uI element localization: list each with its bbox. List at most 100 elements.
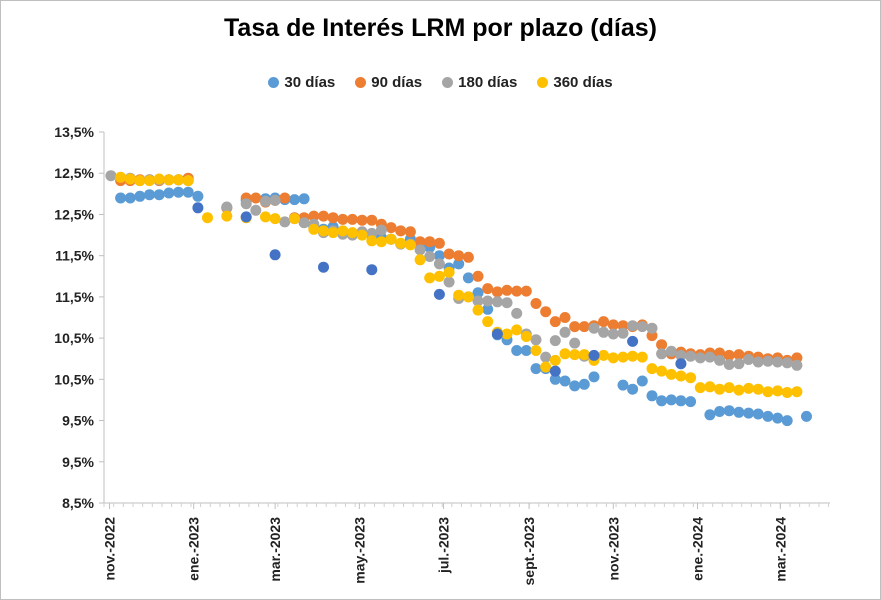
data-point-series-3 (337, 225, 349, 237)
x-tick-label: nov.-2023 (605, 517, 621, 581)
data-point-series-3 (636, 351, 648, 363)
data-point-series-0 (704, 409, 716, 421)
data-point-series-2 (298, 217, 310, 229)
data-point-series-0 (559, 375, 571, 387)
data-point-series-0 (675, 395, 687, 407)
data-point-series-2 (424, 251, 436, 262)
data-point-series-2 (269, 194, 281, 206)
data-point-series-1 (578, 321, 590, 333)
data-point-series-2 (433, 258, 445, 270)
data-point-series-3 (327, 227, 339, 239)
data-point-series-3 (743, 382, 755, 394)
data-point-series-2 (443, 276, 455, 288)
data-point-series-2 (472, 295, 484, 307)
data-point-series-0 (569, 380, 581, 392)
data-point-series-1 (308, 210, 320, 222)
data-point-series-2 (549, 335, 561, 347)
data-point-series-0 (665, 394, 677, 406)
x-tick-label: ene.-2023 (186, 517, 202, 581)
y-tick-label: 8,5% (62, 495, 94, 511)
data-point-series-3 (617, 351, 629, 363)
data-point-series-2 (240, 198, 252, 210)
data-point-series-2 (588, 322, 600, 334)
data-point-series-1 (327, 212, 339, 224)
data-point-series-2 (733, 358, 745, 370)
data-point-series-3 (414, 254, 426, 266)
data-point-series-3 (675, 370, 687, 382)
data-point-series-1 (501, 284, 513, 296)
data-point-series-3 (665, 368, 677, 380)
data-point-series-3 (540, 361, 552, 373)
data-point-series-2 (704, 351, 716, 363)
legend-item-360: 360 días (537, 74, 613, 91)
legend-label-30: 30 días (284, 74, 336, 91)
data-point-series-3 (153, 173, 165, 185)
data-point-series-1 (424, 236, 436, 248)
data-point-series-2 (375, 224, 387, 236)
data-point-series-2 (772, 356, 784, 368)
data-point-series-1 (656, 339, 668, 351)
data-point-series-0 (733, 406, 745, 418)
x-tick-label: nov.-2022 (102, 517, 118, 581)
legend-item-30: 30 días (268, 74, 335, 91)
data-point-series-3 (472, 304, 484, 316)
data-point-series-3 (598, 349, 610, 361)
data-point-series-2 (636, 321, 648, 333)
data-point-series-0 (134, 190, 146, 202)
data-point-series-1 (540, 306, 552, 318)
data-point-series-3 (173, 174, 184, 186)
data-point-series-3 (269, 213, 281, 225)
legend-label-90: 90 días (371, 74, 423, 91)
y-tick-label: 13,5% (54, 124, 94, 140)
data-point-series-0 (781, 415, 793, 427)
data-point-series-0 (714, 406, 726, 417)
data-point-series-2 (752, 356, 764, 368)
data-point-series-0 (685, 396, 697, 408)
legend-marker-360 (537, 77, 549, 88)
data-point-series-1 (346, 213, 358, 225)
data-point-series-1 (385, 222, 397, 234)
data-point-series-3 (163, 174, 175, 186)
data-point-series-4 (675, 358, 687, 370)
data-point-series-3 (520, 331, 532, 342)
data-point-series-3 (260, 211, 271, 223)
data-point-series-2 (675, 349, 687, 361)
data-point-series-2 (540, 351, 552, 363)
data-point-series-2 (260, 195, 271, 207)
data-point-series-1 (607, 319, 619, 331)
data-point-series-3 (375, 236, 387, 248)
data-point-series-0 (646, 390, 658, 402)
data-point-series-3 (221, 210, 233, 222)
data-point-series-3 (462, 291, 474, 303)
data-point-series-3 (646, 363, 658, 375)
data-point-series-2 (414, 244, 426, 256)
legend-marker-90 (355, 77, 367, 88)
data-point-series-0 (482, 303, 494, 315)
data-point-series-0 (511, 345, 523, 356)
data-point-series-1 (482, 283, 494, 295)
x-tick-label: may.-2023 (351, 517, 367, 584)
data-point-series-1 (337, 213, 349, 225)
x-tick-label: sept.-2023 (521, 517, 537, 586)
data-point-series-2 (105, 170, 117, 182)
data-point-series-3 (723, 382, 735, 394)
data-point-series-0 (124, 192, 136, 204)
data-point-series-2 (221, 201, 233, 213)
data-point-series-3 (424, 272, 436, 284)
data-point-series-3 (511, 324, 523, 336)
data-point-series-0 (762, 410, 774, 422)
data-point-series-3 (144, 175, 155, 187)
data-point-series-0 (472, 287, 484, 299)
data-point-series-0 (173, 186, 184, 198)
data-point-series-0 (520, 345, 532, 356)
data-point-series-0 (453, 258, 465, 270)
y-tick-label: 11,5% (55, 289, 94, 305)
data-point-series-0 (192, 190, 204, 202)
data-point-series-4 (366, 264, 378, 276)
data-point-series-0 (752, 408, 764, 420)
y-tick-label: 9,5% (62, 413, 94, 429)
data-point-series-1 (511, 285, 523, 297)
data-point-series-1 (530, 298, 542, 309)
data-point-series-1 (453, 250, 465, 262)
